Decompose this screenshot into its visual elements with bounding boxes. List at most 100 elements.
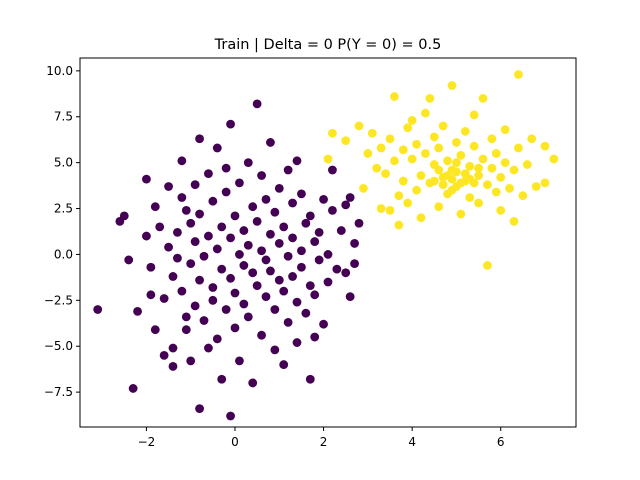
point-class-0-116: [314, 255, 324, 265]
point-class-0-64: [235, 178, 244, 188]
point-class-0-74: [252, 99, 262, 109]
y-tick-label: 0.0: [54, 247, 73, 261]
point-class-1-59: [491, 187, 501, 197]
point-class-0-58: [226, 411, 235, 421]
point-class-0-131: [354, 218, 364, 228]
point-class-0-15: [164, 182, 173, 191]
point-class-0-84: [266, 266, 275, 276]
point-class-0-50: [217, 222, 227, 232]
point-class-0-118: [319, 319, 328, 329]
point-class-0-53: [221, 305, 231, 314]
series-class-0: [93, 99, 364, 421]
point-class-1-4: [359, 183, 368, 193]
point-class-0-112: [310, 237, 320, 246]
point-class-1-87: [447, 185, 457, 195]
point-class-0-97: [283, 317, 293, 327]
point-class-0-89: [274, 275, 284, 285]
x-axis: −2 0 2 4 6: [138, 427, 505, 449]
point-class-1-8: [376, 143, 386, 153]
point-class-1-0: [323, 154, 333, 164]
point-class-1-80: [443, 171, 452, 180]
point-class-1-11: [385, 134, 395, 144]
point-class-1-64: [500, 125, 510, 134]
point-class-0-120: [323, 277, 333, 287]
chart-title: Train | Delta = 0 P(Y = 0) = 0.5: [214, 37, 442, 53]
point-class-0-127: [345, 193, 355, 202]
point-class-0-43: [208, 196, 218, 206]
point-class-1-30: [425, 93, 435, 103]
point-class-1-51: [474, 171, 483, 180]
point-class-0-45: [208, 295, 218, 305]
point-class-0-62: [235, 250, 244, 259]
point-class-0-23: [177, 193, 187, 202]
point-class-1-1: [328, 128, 337, 138]
point-class-1-18: [398, 176, 408, 186]
point-class-0-117: [319, 194, 328, 204]
point-class-1-49: [469, 141, 479, 151]
point-class-1-48: [465, 193, 475, 202]
point-class-0-128: [345, 292, 355, 302]
point-class-0-7: [142, 231, 151, 241]
point-class-0-47: [212, 334, 222, 344]
point-class-1-39: [447, 81, 457, 90]
point-class-0-123: [332, 264, 342, 274]
y-tick-label: −5.0: [44, 339, 73, 353]
point-class-0-9: [146, 290, 156, 300]
point-class-0-34: [195, 134, 204, 144]
point-class-1-36: [438, 121, 448, 131]
point-class-0-78: [257, 330, 266, 340]
point-class-0-38: [199, 251, 209, 261]
y-tick-label: 7.5: [54, 110, 73, 124]
point-class-1-22: [407, 116, 417, 125]
point-class-0-114: [310, 332, 320, 342]
point-class-1-79: [456, 178, 466, 188]
point-class-1-56: [483, 261, 492, 270]
point-class-1-85: [469, 178, 479, 188]
point-class-0-125: [341, 200, 351, 210]
point-class-0-13: [159, 294, 169, 303]
y-tick-label: 10.0: [46, 64, 73, 78]
point-class-1-34: [434, 143, 444, 153]
point-class-1-73: [531, 182, 541, 191]
x-tick-label: 2: [320, 435, 328, 449]
point-class-1-75: [540, 178, 550, 188]
point-class-0-61: [230, 323, 240, 333]
point-class-0-98: [288, 233, 297, 243]
point-class-1-16: [394, 220, 404, 230]
point-class-1-20: [403, 198, 413, 208]
point-class-0-94: [279, 222, 289, 232]
point-class-1-14: [390, 92, 399, 101]
point-class-0-102: [292, 338, 302, 347]
point-class-0-93: [279, 360, 289, 369]
point-class-0-79: [257, 171, 266, 180]
point-class-0-111: [305, 211, 315, 221]
point-class-1-25: [416, 171, 426, 180]
point-class-0-92: [279, 286, 289, 296]
point-class-0-108: [301, 308, 311, 318]
point-class-0-39: [199, 316, 209, 325]
point-class-0-85: [266, 229, 275, 239]
point-class-0-69: [243, 312, 253, 322]
point-class-0-75: [252, 281, 262, 291]
point-class-1-69: [514, 70, 523, 79]
point-class-1-61: [496, 172, 506, 182]
point-class-1-15: [394, 191, 404, 201]
point-class-0-20: [173, 228, 182, 237]
point-class-0-2: [115, 216, 125, 226]
point-class-0-101: [292, 297, 302, 307]
point-class-1-19: [403, 123, 413, 133]
y-tick-label: 2.5: [54, 202, 73, 216]
point-class-1-26: [416, 213, 426, 223]
series-class-1: [323, 70, 559, 270]
point-class-0-91: [274, 183, 284, 193]
point-class-0-8: [146, 262, 156, 272]
point-class-1-23: [412, 185, 421, 195]
point-class-1-47: [465, 161, 475, 171]
point-class-1-50: [469, 110, 479, 120]
point-class-0-86: [270, 305, 280, 314]
point-class-0-82: [261, 194, 271, 204]
point-class-0-40: [204, 169, 213, 179]
point-class-0-16: [164, 242, 173, 252]
point-class-0-3: [124, 255, 134, 265]
point-class-0-21: [173, 253, 182, 263]
